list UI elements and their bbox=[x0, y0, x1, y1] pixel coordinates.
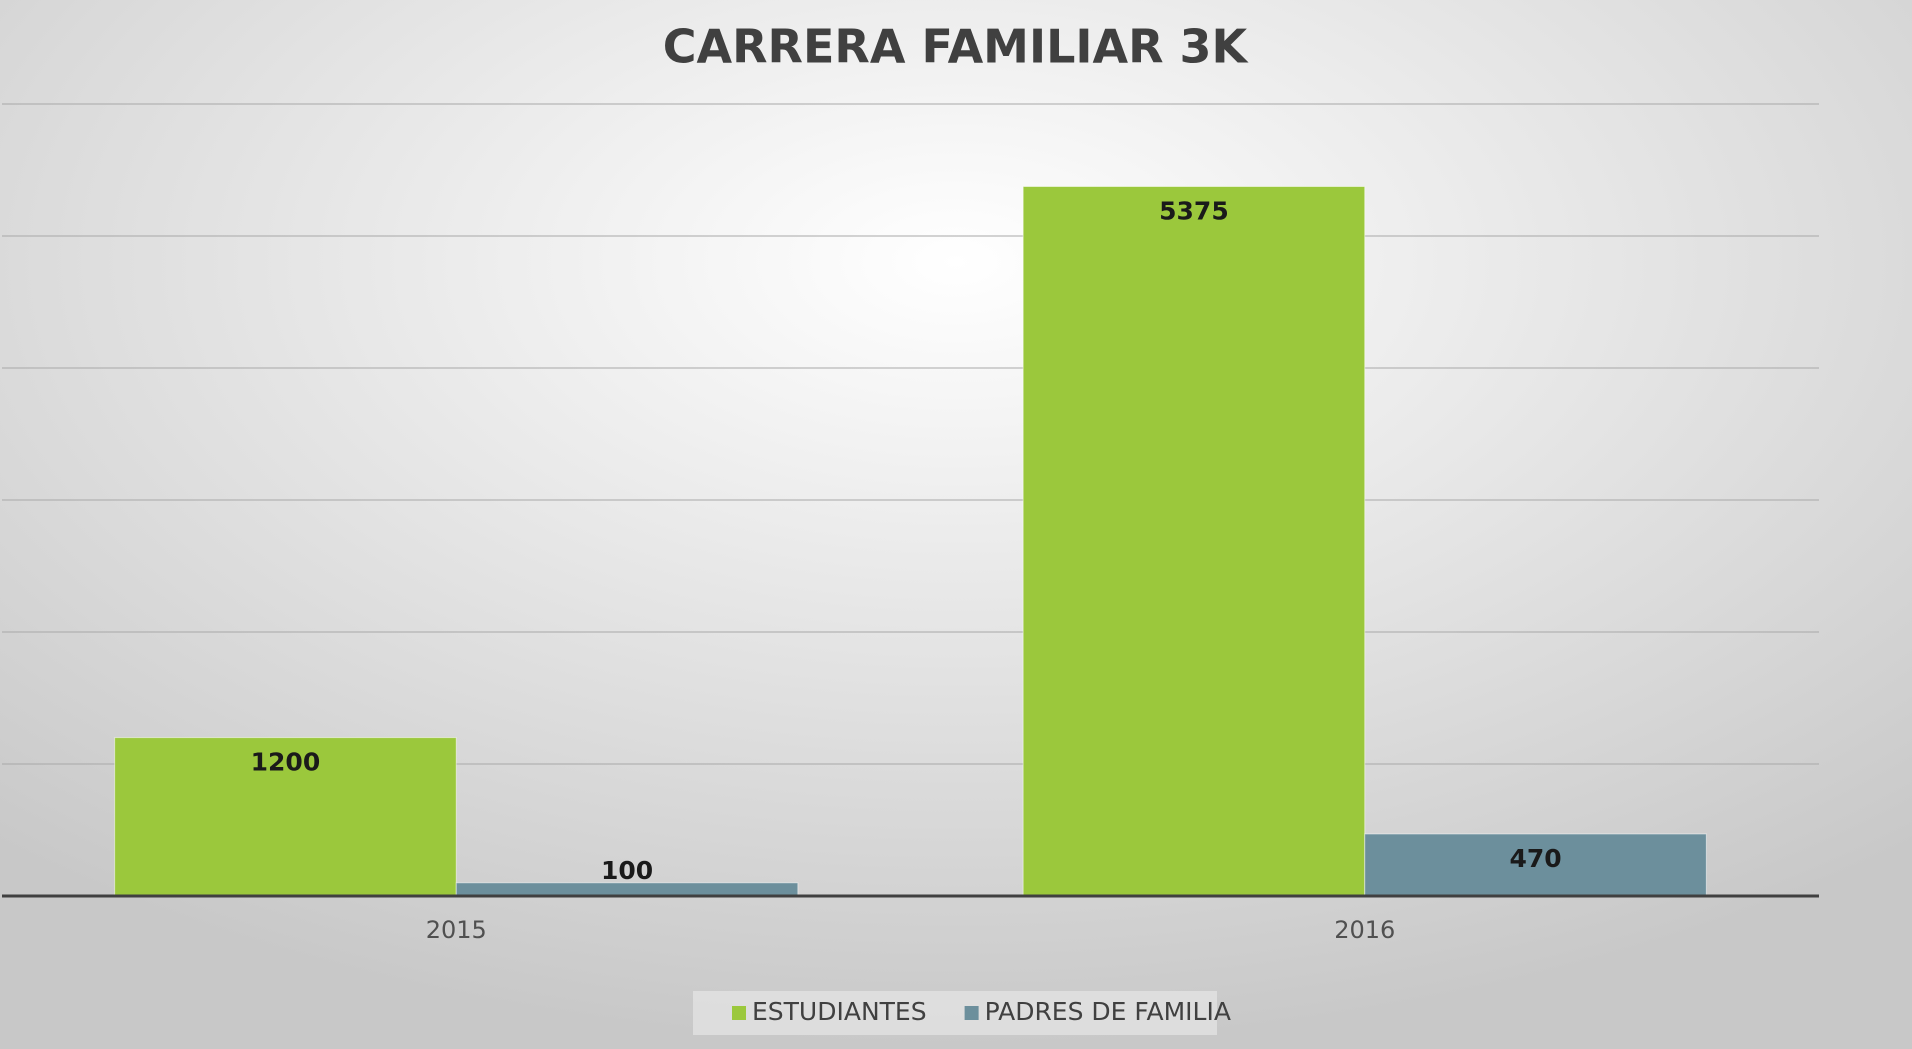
chart-title: CARRERA FAMILIAR 3K bbox=[663, 20, 1250, 74]
data-label: 5375 bbox=[1159, 197, 1229, 226]
bar bbox=[1022, 186, 1366, 897]
data-label: 470 bbox=[1509, 844, 1561, 873]
legend-swatch bbox=[732, 1006, 746, 1020]
legend-label: ESTUDIANTES bbox=[752, 997, 927, 1026]
bar bbox=[114, 737, 457, 897]
data-label: 100 bbox=[601, 856, 653, 885]
bar bbox=[1364, 833, 1707, 897]
legend-box bbox=[693, 991, 1217, 1035]
data-label: 1200 bbox=[251, 748, 321, 777]
legend-label: PADRES DE FAMILIA bbox=[985, 997, 1231, 1026]
x-tick-label: 2015 bbox=[426, 916, 487, 944]
x-tick-label: 2016 bbox=[1334, 916, 1395, 944]
legend-swatch bbox=[964, 1006, 979, 1020]
